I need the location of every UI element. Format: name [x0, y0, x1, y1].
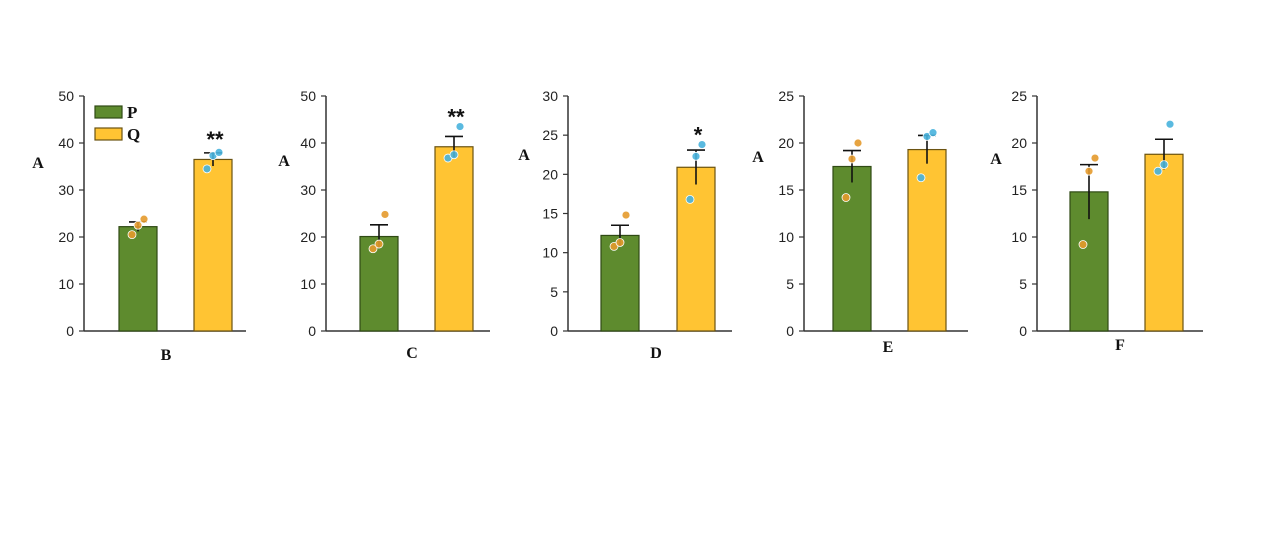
y-tick-label: 50	[58, 88, 74, 104]
data-point-p	[380, 210, 390, 219]
legend-swatch-p	[94, 105, 123, 119]
significance-mark: *	[694, 123, 703, 148]
bar-p	[832, 165, 872, 332]
chart-legend: PQ	[94, 103, 140, 144]
y-tick-label: 5	[550, 284, 558, 300]
data-point-q	[214, 147, 224, 157]
y-tick-label: 25	[778, 88, 794, 104]
data-point-p	[374, 239, 384, 249]
data-point-q	[916, 173, 926, 183]
y-tick-label: 0	[66, 323, 74, 339]
chart-panel-b: 0 10 20 30 40 50 A B **	[32, 88, 246, 364]
data-point-q	[449, 150, 459, 160]
y-tick-label: 5	[786, 276, 794, 292]
y-tick-label: 10	[542, 245, 558, 261]
y-tick-label: 20	[300, 229, 316, 245]
data-point-p	[368, 244, 378, 254]
data-point-q	[1165, 119, 1175, 129]
y-tick-label: 20	[778, 135, 794, 151]
significance-mark: **	[206, 127, 224, 152]
data-point-p	[1084, 166, 1094, 176]
data-point-q	[691, 151, 701, 161]
y-tick-label: 30	[300, 182, 316, 198]
x-axis-label: D	[650, 345, 662, 362]
y-tick-label: 50	[300, 88, 316, 104]
y-tick-label: 40	[58, 135, 74, 151]
bar-q	[907, 148, 947, 332]
y-tick-label: 20	[542, 166, 558, 182]
significance-mark: **	[447, 105, 465, 130]
y-tick-label: 10	[300, 276, 316, 292]
chart-panel-c: 0 10 20 30 40 50 A C **	[278, 88, 490, 362]
data-point-q	[928, 128, 938, 138]
data-point-p	[615, 238, 625, 247]
y-tick-label: 5	[1019, 276, 1027, 292]
y-tick-label: 30	[542, 88, 558, 104]
y-axis-label: A	[990, 151, 1002, 168]
y-tick-label: 10	[58, 276, 74, 292]
bar-q	[676, 166, 716, 332]
y-axis-label: A	[278, 153, 290, 170]
bar-q	[193, 158, 233, 332]
chart-panel-f: 0 5 10 15 20 25 A F	[990, 88, 1203, 354]
legend-label-q: Q	[127, 125, 140, 144]
bar-q	[434, 146, 474, 332]
bar-p	[359, 235, 399, 332]
bar-p	[118, 226, 158, 332]
data-point-p	[127, 230, 137, 240]
data-point-q	[1153, 166, 1163, 176]
y-tick-label: 0	[308, 323, 316, 339]
y-tick-label: 20	[58, 229, 74, 245]
chart-panel-e: 0 5 10 15 20 25 A E	[752, 88, 968, 356]
data-point-q	[455, 122, 465, 131]
y-tick-label: 0	[550, 323, 558, 339]
y-tick-label: 25	[542, 127, 558, 143]
y-axis-label: A	[752, 149, 764, 166]
y-tick-label: 15	[542, 206, 558, 222]
legend-swatch-q	[94, 127, 123, 141]
data-point-p	[139, 214, 149, 224]
y-tick-label: 20	[1011, 135, 1027, 151]
y-tick-label: 10	[778, 229, 794, 245]
chart-panel-d: 0 5 10 15 20 25 30 A D *	[518, 88, 732, 362]
data-point-p	[841, 193, 851, 202]
data-point-p	[853, 138, 863, 148]
y-tick-label: 0	[786, 323, 794, 339]
y-tick-label: 15	[778, 182, 794, 198]
y-tick-label: 30	[58, 182, 74, 198]
data-point-p	[133, 220, 143, 230]
data-point-p	[1090, 153, 1100, 163]
y-tick-label: 10	[1011, 229, 1027, 245]
data-point-p	[847, 154, 857, 164]
y-tick-label: 25	[1011, 88, 1027, 104]
bar-q	[1144, 153, 1184, 332]
x-axis-label: B	[161, 347, 172, 364]
legend-label-p: P	[127, 103, 137, 122]
x-axis-label: C	[406, 345, 418, 362]
bar-p	[600, 234, 640, 332]
data-point-p	[621, 210, 631, 220]
data-point-q	[1159, 160, 1169, 170]
x-axis-label: F	[1115, 337, 1125, 354]
data-point-q	[202, 164, 212, 174]
y-tick-label: 15	[1011, 182, 1027, 198]
y-axis-label: A	[518, 147, 530, 164]
y-tick-label: 40	[300, 135, 316, 151]
y-axis-label: A	[32, 155, 44, 172]
data-point-q	[685, 194, 695, 204]
data-point-p	[1078, 240, 1088, 249]
y-tick-label: 0	[1019, 323, 1027, 339]
data-point-q	[697, 140, 707, 149]
x-axis-label: E	[883, 339, 894, 356]
